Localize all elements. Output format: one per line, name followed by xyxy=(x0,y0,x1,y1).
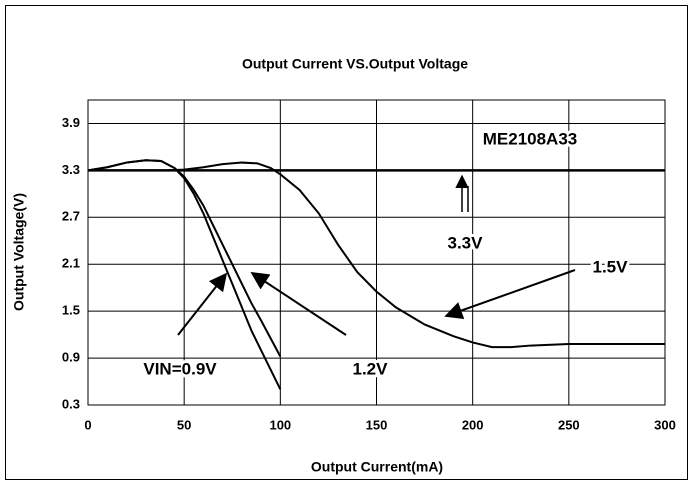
x-tick-label: 150 xyxy=(366,417,388,432)
y-tick-label: 3.3 xyxy=(62,162,80,177)
y-tick-label: 1.5 xyxy=(62,303,80,318)
x-tick-label: 50 xyxy=(177,417,191,432)
data-line xyxy=(87,159,282,357)
arrows xyxy=(177,174,576,336)
x-tick-label: 250 xyxy=(558,417,580,432)
y-tick-label: 2.7 xyxy=(62,209,80,224)
x-axis-label: Output Current(mA) xyxy=(311,459,443,475)
arrow xyxy=(250,272,347,336)
y-axis-label: Output Voltage(V) xyxy=(11,193,27,311)
y-tick-label: 0.3 xyxy=(62,396,80,411)
y-tick-label: 0.9 xyxy=(62,350,80,365)
y-tick-label: 3.9 xyxy=(62,115,80,130)
annotation: 3.3V xyxy=(448,233,484,252)
x-tick-label: 200 xyxy=(462,417,484,432)
arrow xyxy=(177,272,228,336)
frame xyxy=(5,5,688,480)
arrow xyxy=(444,269,576,320)
y-tick-label: 2.1 xyxy=(62,256,80,271)
x-tick-label: 300 xyxy=(654,417,676,432)
plot-area: 0.3 0.9 1.5 2.1 2.7 3.3 3.9 0 50 100 150 200 250 300 xyxy=(62,99,676,432)
x-tick-label: 0 xyxy=(84,417,91,432)
annotation: VIN=0.9V xyxy=(143,359,217,378)
chart-title: Output Current VS.Output Voltage xyxy=(242,56,468,72)
annotation: 1.5V xyxy=(593,257,629,276)
data-line xyxy=(88,161,665,349)
annotation: 1.2V xyxy=(353,359,389,378)
x-tick-label: 100 xyxy=(269,417,291,432)
annotation: ME2108A33 xyxy=(483,129,578,148)
